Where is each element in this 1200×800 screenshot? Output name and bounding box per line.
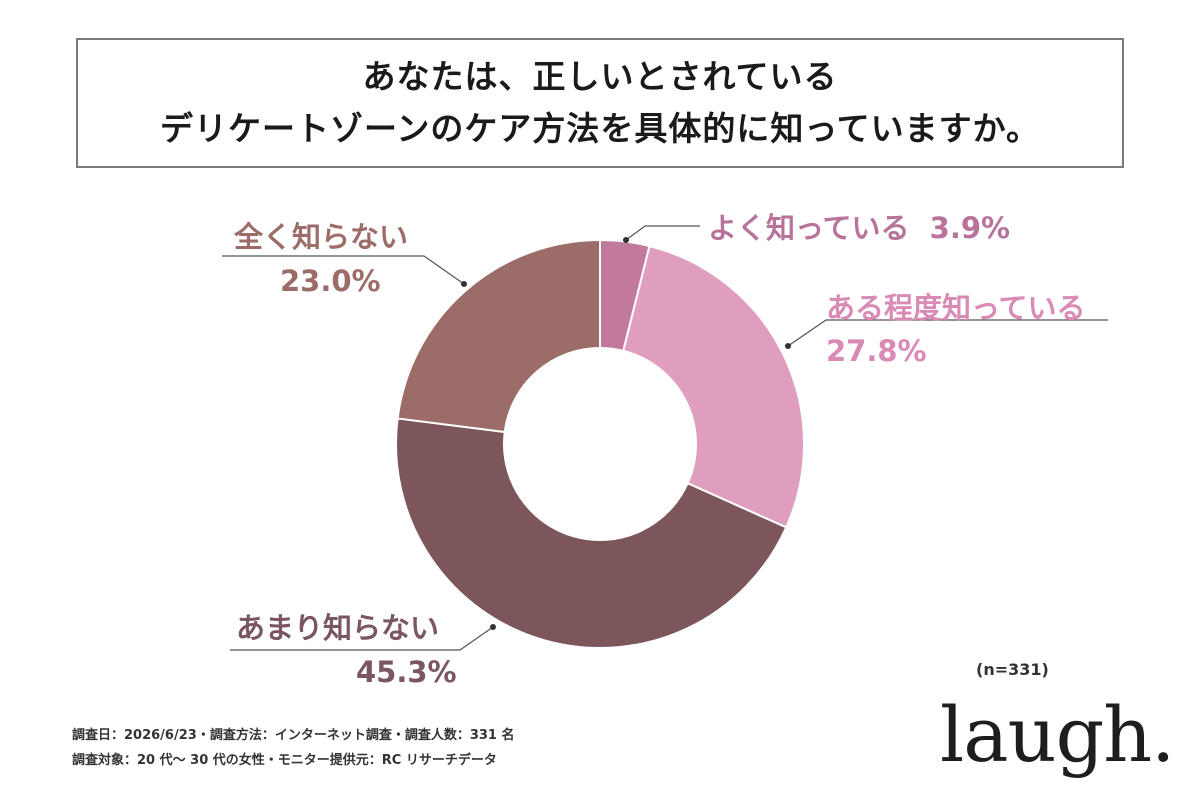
value-label: 3.9% <box>929 211 1011 245</box>
slice-mattaku-shiranai <box>396 238 601 434</box>
label-yoku-shitteiru: よく知っている 3.9% <box>708 205 1010 247</box>
brand-logo: laugh. <box>940 690 1175 779</box>
value-aru-teido: 27.8% <box>826 334 927 368</box>
leader-mattaku-shiranai <box>222 255 465 285</box>
label-mattaku-shiranai: 全く知らない <box>234 220 409 254</box>
slice-aru-teido <box>622 244 805 529</box>
leader-aru-teido-dot <box>785 343 791 349</box>
leader-amari-shiranai <box>230 626 494 651</box>
title-box: あなたは、正しいとされている デリケートゾーンのケア方法を具体的に知っていますか… <box>76 38 1124 168</box>
leader-aru-teido <box>787 319 1108 347</box>
chart-title-line-2: デリケートゾーンのケア方法を具体的に知っていますか。 <box>159 109 1041 148</box>
sample-size-note: (n=331) <box>976 660 1049 679</box>
value-mattaku-shiranai: 23.0% <box>280 264 381 298</box>
category-label: よく知っている <box>708 211 910 245</box>
footnote-line-2: 調査対象：20 代〜 30 代の女性・モニター提供元：RC リサーチデータ <box>72 753 497 768</box>
leader-yoku-shitteiru <box>625 225 700 241</box>
label-aru-teido: ある程度知っている <box>826 291 1086 325</box>
footnote-line-1: 調査日：2026/6/23・調査方法：インターネット調査・調査人数：331 名 <box>72 728 515 743</box>
leader-yoku-shitteiru-dot <box>623 237 629 243</box>
slice-amari-shiranai <box>395 417 788 649</box>
value-amari-shiranai: 45.3% <box>356 655 457 689</box>
label-amari-shiranai: あまり知らない <box>236 611 440 645</box>
chart-title-line-1: あなたは、正しいとされている <box>362 57 838 96</box>
leader-mattaku-shiranai-dot <box>461 281 467 287</box>
leader-amari-shiranai-dot <box>490 624 496 630</box>
